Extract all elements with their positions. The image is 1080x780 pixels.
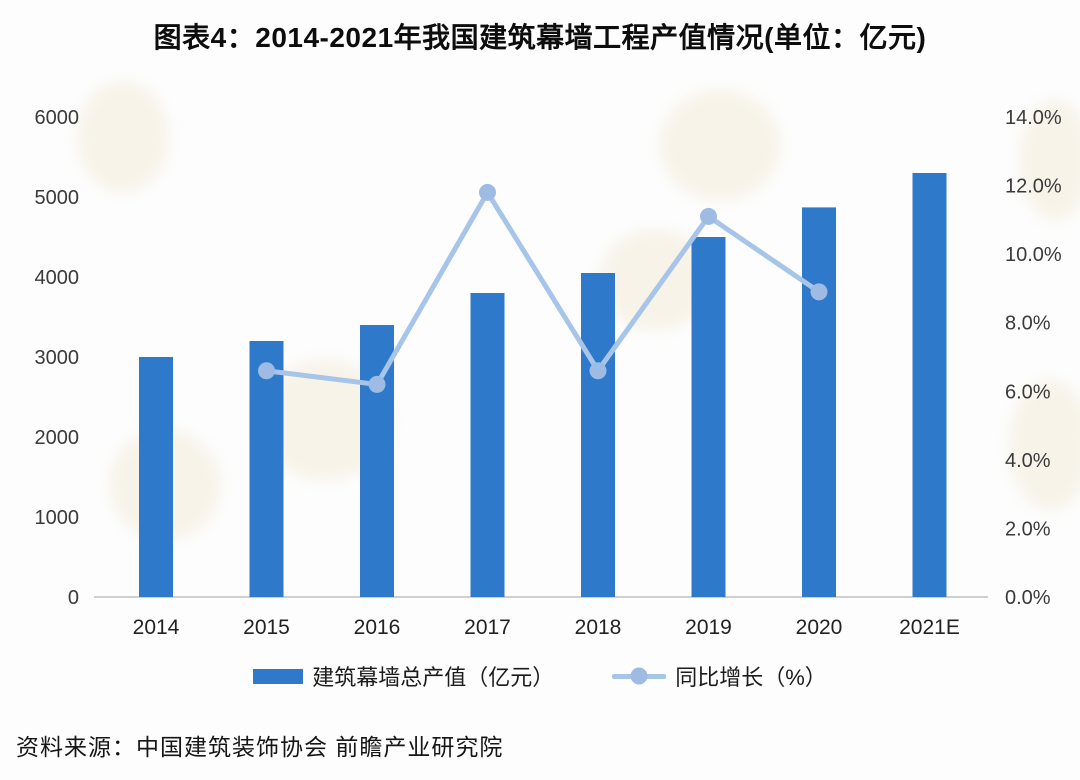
chart-canvas: 0 1000 2000 3000 4000 5000 6000 0.0% 2.0% 4.0% 6.0… [35, 107, 1062, 639]
x-axis-label: 2019 [685, 616, 732, 639]
bar-2016 [360, 325, 394, 597]
right-axis-tick: 10.0% [1005, 244, 1062, 266]
left-axis-tick: 4000 [35, 267, 80, 289]
left-axis-tick: 2000 [35, 427, 80, 449]
x-axis-label: 2016 [354, 616, 401, 639]
line-series-marker-icon [630, 667, 648, 685]
bar-series-swatch [253, 668, 304, 684]
bar-2017 [470, 293, 505, 597]
x-axis-label: 2020 [796, 616, 843, 639]
line-marker-2017 [479, 183, 496, 201]
bar-2021E [912, 173, 947, 597]
legend: 建筑幕墙总产值（亿元） 同比增长（%） [0, 660, 1080, 692]
x-axis-label: 2021E [899, 616, 960, 639]
right-axis-tick: 6.0% [1005, 381, 1051, 403]
bar-2014 [139, 357, 173, 597]
legend-item-line: 同比增长（%） [612, 660, 827, 692]
right-axis-tick: 2.0% [1005, 518, 1051, 540]
x-axis-label: 2014 [133, 616, 180, 639]
right-axis-tick: 14.0% [1005, 107, 1062, 129]
line-series-swatch [612, 667, 667, 685]
right-axis-tick: 4.0% [1005, 450, 1051, 472]
right-axis-tick: 0.0% [1005, 587, 1051, 609]
growth-line [264, 189, 822, 387]
bar-2018 [581, 273, 615, 597]
legend-label-line: 同比增长（%） [675, 665, 827, 690]
left-axis-tick: 0 [68, 587, 79, 609]
left-axis-tick: 5000 [35, 187, 80, 209]
line-marker-2016 [368, 375, 386, 393]
right-axis-tick: 12.0% [1005, 176, 1062, 198]
bar-2019 [691, 237, 726, 597]
line-marker-2019 [700, 207, 717, 225]
line-marker-2015 [258, 362, 275, 380]
left-axis-tick: 6000 [35, 107, 80, 129]
line-marker-2018 [589, 362, 607, 380]
legend-label-bar: 建筑幕墙总产值（亿元） [312, 665, 555, 690]
x-axis-label: 2017 [464, 616, 511, 639]
left-axis-tick: 1000 [35, 507, 80, 529]
chart-title: 图表4：2014-2021年我国建筑幕墙工程产值情况(单位：亿元) [153, 22, 927, 53]
bar-2015 [249, 341, 284, 597]
left-axis-tick: 3000 [35, 347, 80, 369]
x-axis-label: 2015 [243, 616, 290, 639]
bar-2020 [802, 207, 836, 597]
legend-item-bar: 建筑幕墙总产值（亿元） [253, 660, 554, 692]
x-axis-label: 2018 [575, 616, 622, 639]
line-marker-2020 [810, 283, 828, 301]
source-note: 资料来源：中国建筑装饰协会 前瞻产业研究院 [16, 734, 504, 760]
right-axis-tick: 8.0% [1005, 313, 1051, 335]
